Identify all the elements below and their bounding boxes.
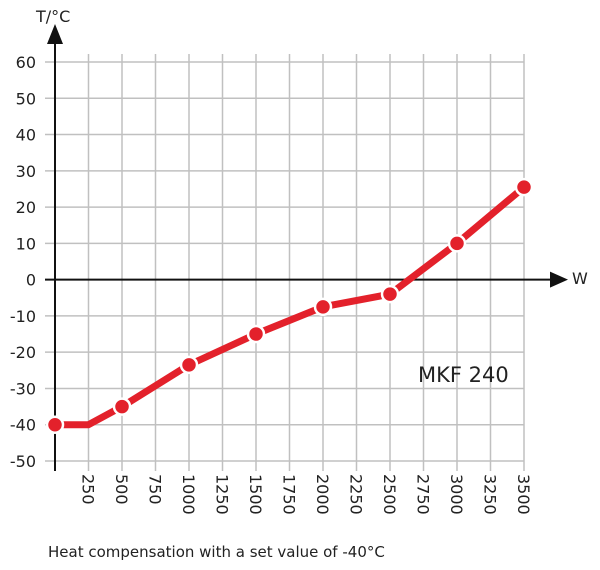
x-axis-arrow [550,271,568,288]
data-point [246,324,266,344]
series-annotation: MKF 240 [418,363,509,387]
x-tick-label: 1500 [246,474,265,515]
x-tick-label: 3250 [481,474,500,515]
y-axis-arrow [47,24,63,44]
x-tick-label: 2500 [380,474,399,515]
data-point [380,284,400,304]
y-tick-label: 30 [16,162,36,181]
y-tick-label: -50 [10,452,36,471]
series [45,177,534,434]
y-tick-label: 20 [16,198,36,217]
y-tick-label: 0 [26,271,36,290]
x-tick-label: 250 [79,474,98,505]
x-tick-label: 2250 [347,474,366,515]
x-tick-label: 2000 [313,474,332,515]
x-axis-label: W [572,269,588,288]
y-tick-label: 60 [16,53,36,72]
x-tick-label: 1250 [213,474,232,515]
y-axis-label: T/°C [35,7,70,26]
y-tick-label: -30 [10,379,36,398]
data-point [514,177,534,197]
caption: Heat compensation with a set value of -4… [48,543,385,561]
y-tick-label: 40 [16,126,36,145]
y-tick-label: -20 [10,343,36,362]
x-tick-label: 1000 [179,474,198,515]
data-point [447,234,467,253]
grid [45,54,525,471]
data-point [313,297,333,317]
y-tick-label: -10 [10,307,36,326]
x-tick-label: 750 [146,474,165,505]
data-point [45,415,65,434]
x-tick-label: 3000 [447,474,466,515]
x-tick-label: 2750 [414,474,433,515]
y-tick-label: 10 [16,234,36,253]
data-point [179,355,199,375]
axes [45,24,568,471]
y-tick-labels: 60 50 40 30 20 10 0 -10 -20 -30 -40 -50 [10,53,36,471]
y-tick-label: -40 [10,416,36,435]
x-tick-label: 1750 [280,474,299,515]
x-tick-labels: 250 500 750 1000 1250 1500 1750 2000 2250 2500 275… [79,474,534,515]
x-tick-label: 500 [112,474,131,505]
data-point [112,397,132,416]
y-tick-label: 50 [16,89,36,108]
x-tick-label: 3500 [514,474,533,515]
